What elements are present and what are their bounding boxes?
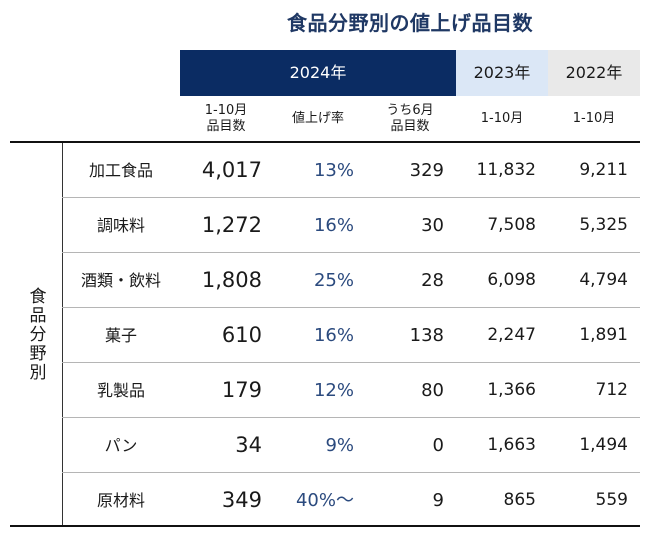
subheader-period-2022: 1-10月 (572, 111, 616, 126)
category-cell: 調味料 (96, 216, 145, 235)
items-2022-cell: 559 (595, 490, 628, 510)
header-2024: 2024年 (180, 50, 456, 96)
subheader-rate-2024: 値上げ率 (291, 111, 344, 126)
category-cell: 原材料 (96, 491, 145, 510)
category-cell: パン (104, 436, 138, 455)
items-2023-cell: 2,247 (487, 325, 536, 345)
row-divider (62, 472, 640, 473)
category-cell: 乳製品 (96, 381, 145, 400)
items-2023-cell: 11,832 (476, 160, 536, 180)
table-row: 調味料 1,272 16% 30 7,508 5,325 (62, 198, 640, 253)
subheader-items-2024: 1-10月 品目数 (180, 99, 272, 139)
subheader-period-2023: 1-10月 (480, 111, 524, 126)
items-2024-cell: 349 (221, 488, 262, 512)
row-group-divider (62, 143, 63, 525)
category-cell: 酒類・飲料 (80, 271, 161, 290)
rate-2024-cell: 25% (313, 270, 354, 291)
items-2022-cell: 712 (595, 380, 628, 400)
rate-2024-cell: 40%～ (295, 490, 354, 511)
items-2023-cell: 7,508 (487, 215, 536, 235)
category-cell: 菓子 (104, 326, 137, 345)
table-top-rule (10, 141, 640, 143)
items-2024-cell: 1,272 (201, 213, 262, 237)
items-2022-cell: 5,325 (579, 215, 628, 235)
june-2024-cell: 9 (432, 490, 444, 511)
row-divider (62, 362, 640, 363)
row-group-label: 食品分野別 (25, 287, 46, 382)
row-divider (62, 252, 640, 253)
june-2024-cell: 28 (421, 270, 444, 291)
table-row: 菓子 610 16% 138 2,247 1,891 (62, 308, 640, 363)
header-2022: 2022年 (548, 50, 640, 96)
items-2024-cell: 1,808 (201, 268, 262, 292)
table-row: パン 34 9% 0 1,663 1,494 (62, 418, 640, 473)
june-2024-cell: 80 (421, 380, 444, 401)
row-divider (62, 307, 640, 308)
june-2024-cell: 30 (421, 215, 444, 236)
category-cell: 加工食品 (88, 161, 153, 180)
rate-2024-cell: 16% (313, 215, 354, 236)
june-2024-cell: 138 (409, 325, 444, 346)
row-divider (62, 197, 640, 198)
items-2024-cell: 179 (221, 378, 262, 402)
rate-2024-cell: 9% (325, 435, 354, 456)
rate-2024-cell: 12% (313, 380, 354, 401)
items-2023-cell: 1,663 (487, 435, 536, 455)
items-2022-cell: 9,211 (579, 160, 628, 180)
items-2023-cell: 865 (503, 490, 536, 510)
items-2024-cell: 34 (235, 433, 262, 457)
items-2024-cell: 4,017 (201, 158, 262, 182)
items-2023-cell: 1,366 (487, 380, 536, 400)
header-2023: 2023年 (456, 50, 548, 96)
subheader-items-2024-line1: 1-10月 (204, 103, 248, 118)
subheader-june-line1: うち6月 (386, 103, 434, 118)
subheader-items-2024-line2: 品目数 (206, 119, 246, 134)
rate-2024-cell: 13% (313, 160, 354, 181)
items-2023-cell: 6,098 (487, 270, 536, 290)
table-row: 加工食品 4,017 13% 329 11,832 9,211 (62, 143, 640, 198)
table-row: 酒類・飲料 1,808 25% 28 6,098 4,794 (62, 253, 640, 308)
row-divider (62, 417, 640, 418)
table-bottom-rule (10, 525, 640, 527)
subheader-june-2024: うち6月 品目数 (364, 99, 456, 139)
rate-2024-cell: 16% (313, 325, 354, 346)
items-2024-cell: 610 (221, 323, 262, 347)
june-2024-cell: 329 (409, 160, 444, 181)
table-row: 原材料 349 40%～ 9 865 559 (62, 473, 640, 528)
june-2024-cell: 0 (432, 435, 444, 456)
items-2022-cell: 4,794 (579, 270, 628, 290)
table-row: 乳製品 179 12% 80 1,366 712 (62, 363, 640, 418)
table-title: 食品分野別の値上げ品目数 (287, 11, 533, 35)
items-2022-cell: 1,891 (579, 325, 628, 345)
subheader-june-line2: 品目数 (390, 119, 430, 134)
items-2022-cell: 1,494 (579, 435, 628, 455)
